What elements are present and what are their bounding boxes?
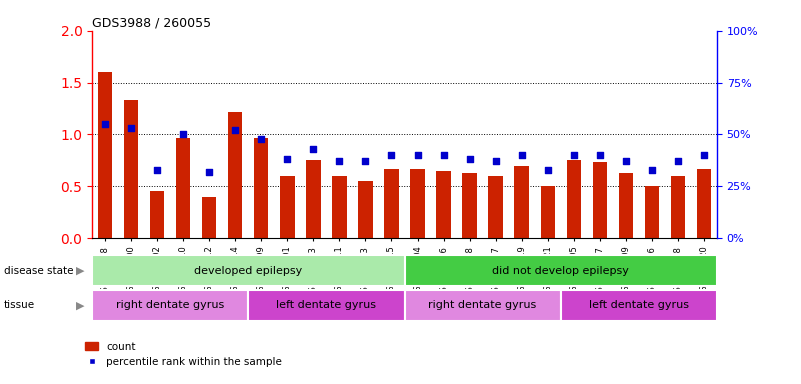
Text: GDS3988 / 260055: GDS3988 / 260055 <box>92 17 211 30</box>
Point <box>437 152 450 158</box>
Legend: count, percentile rank within the sample: count, percentile rank within the sample <box>82 338 286 371</box>
Point <box>646 167 658 173</box>
Bar <box>358 181 372 238</box>
Text: right dentate gyrus: right dentate gyrus <box>116 300 224 310</box>
Point <box>281 156 294 162</box>
Point <box>125 125 138 131</box>
Point <box>541 167 554 173</box>
Text: left dentate gyrus: left dentate gyrus <box>276 300 376 310</box>
Bar <box>697 169 711 238</box>
Bar <box>566 161 581 238</box>
Bar <box>618 173 633 238</box>
Bar <box>384 169 399 238</box>
Bar <box>437 170 451 238</box>
Point <box>489 158 502 164</box>
Bar <box>306 161 320 238</box>
Point <box>385 152 398 158</box>
Text: developed epilepsy: developed epilepsy <box>194 266 303 276</box>
Bar <box>280 176 295 238</box>
Bar <box>541 186 555 238</box>
Bar <box>670 176 685 238</box>
Bar <box>410 169 425 238</box>
Bar <box>593 162 607 238</box>
Text: left dentate gyrus: left dentate gyrus <box>589 300 689 310</box>
Point <box>307 146 320 152</box>
Point <box>151 167 163 173</box>
Text: ▶: ▶ <box>75 300 84 310</box>
Text: did not develop epilepsy: did not develop epilepsy <box>493 266 629 276</box>
Point <box>594 152 606 158</box>
Bar <box>254 137 268 238</box>
Text: disease state: disease state <box>4 266 74 276</box>
Point <box>359 158 372 164</box>
Point <box>671 158 684 164</box>
Bar <box>98 72 112 238</box>
Point <box>203 169 215 175</box>
Bar <box>514 166 529 238</box>
Point <box>99 121 111 127</box>
Bar <box>202 197 216 238</box>
Bar <box>489 176 503 238</box>
Bar <box>124 100 139 238</box>
Point <box>567 152 580 158</box>
Bar <box>150 191 164 238</box>
Bar <box>645 186 659 238</box>
Point <box>515 152 528 158</box>
Text: tissue: tissue <box>4 300 35 310</box>
Text: ▶: ▶ <box>75 266 84 276</box>
Point <box>463 156 476 162</box>
Bar <box>462 173 477 238</box>
Point <box>698 152 710 158</box>
Point <box>411 152 424 158</box>
Bar <box>228 112 243 238</box>
Point <box>229 127 242 133</box>
Point <box>255 136 268 142</box>
Point <box>619 158 632 164</box>
Text: right dentate gyrus: right dentate gyrus <box>429 300 537 310</box>
Point <box>177 131 190 137</box>
Point <box>333 158 346 164</box>
Bar <box>176 137 191 238</box>
Bar <box>332 176 347 238</box>
